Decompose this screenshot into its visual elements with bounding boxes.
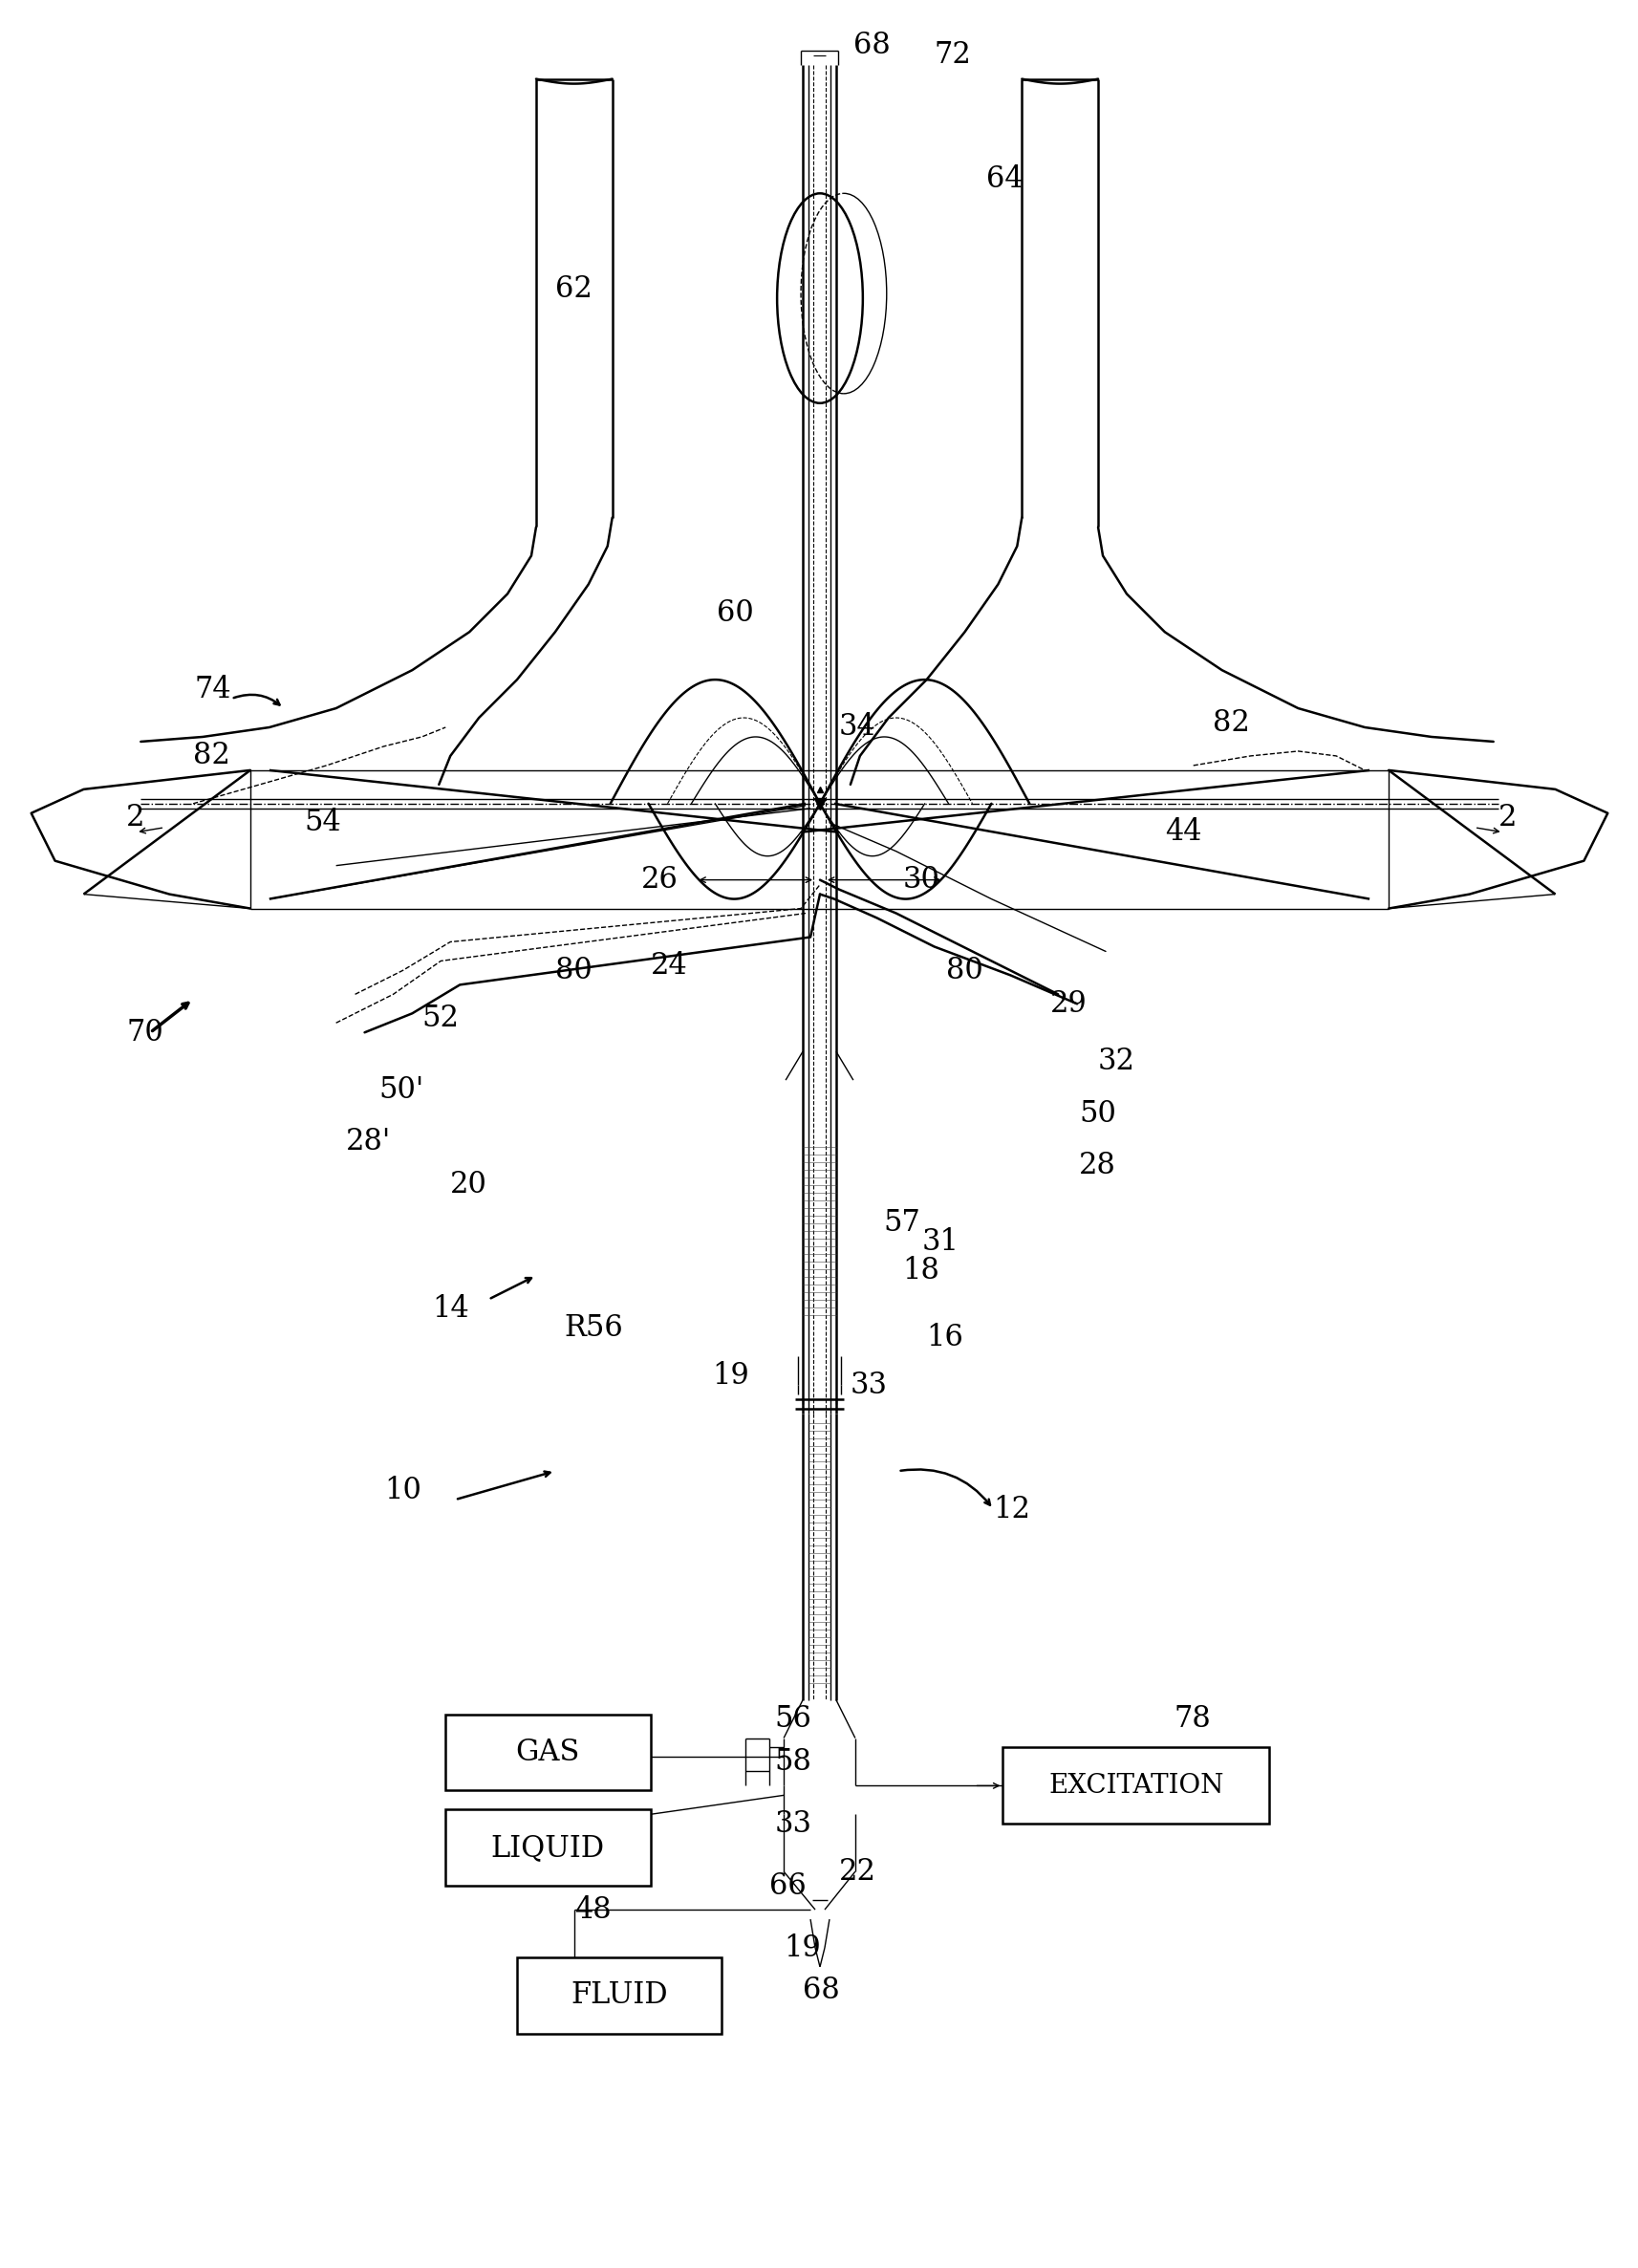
Text: 72: 72 [934, 41, 971, 70]
Text: 70: 70 [126, 1018, 164, 1048]
Text: 12: 12 [993, 1495, 1030, 1524]
Text: 78: 78 [1173, 1703, 1210, 1733]
Text: 62: 62 [555, 274, 591, 304]
Text: 64: 64 [986, 163, 1024, 193]
Text: 58: 58 [773, 1746, 811, 1776]
Text: 54: 54 [303, 807, 341, 837]
Text: 80: 80 [945, 955, 983, 984]
Text: 16: 16 [925, 1322, 963, 1352]
Text: 50: 50 [1078, 1098, 1115, 1127]
Text: 14: 14 [432, 1295, 468, 1325]
Text: 56: 56 [773, 1703, 811, 1733]
Text: 68: 68 [803, 1975, 839, 2005]
Text: 28': 28' [346, 1127, 390, 1157]
Text: 82: 82 [1212, 708, 1248, 737]
Text: EXCITATION: EXCITATION [1048, 1774, 1224, 1799]
Text: 48: 48 [573, 1894, 611, 1926]
FancyBboxPatch shape [446, 1715, 650, 1789]
Text: 28: 28 [1078, 1152, 1115, 1182]
Text: 68: 68 [853, 32, 889, 61]
Text: GAS: GAS [516, 1737, 580, 1767]
Text: R56: R56 [565, 1313, 624, 1343]
Text: 80: 80 [555, 955, 591, 984]
Text: 33: 33 [773, 1810, 811, 1839]
Text: 82: 82 [193, 742, 231, 771]
Text: 57: 57 [883, 1209, 921, 1238]
Text: 2: 2 [1497, 803, 1515, 832]
FancyBboxPatch shape [1002, 1749, 1269, 1823]
Text: 10: 10 [385, 1474, 421, 1506]
Text: 20: 20 [450, 1170, 486, 1200]
Text: 74: 74 [195, 674, 231, 703]
Text: 33: 33 [850, 1370, 888, 1399]
Text: 52: 52 [421, 1002, 459, 1032]
Text: 32: 32 [1097, 1046, 1135, 1075]
Text: 24: 24 [650, 950, 686, 980]
Text: 19: 19 [783, 1932, 821, 1962]
Text: 31: 31 [921, 1227, 958, 1256]
Text: 60: 60 [717, 599, 753, 628]
Text: 22: 22 [839, 1857, 876, 1887]
Text: 50': 50' [378, 1075, 424, 1105]
Text: 44: 44 [1165, 816, 1201, 846]
Text: 19: 19 [713, 1361, 749, 1390]
FancyBboxPatch shape [516, 1957, 721, 2034]
Text: 34: 34 [839, 712, 876, 742]
Text: LIQUID: LIQUID [491, 1833, 604, 1862]
Text: 66: 66 [768, 1871, 806, 1901]
FancyBboxPatch shape [446, 1810, 650, 1887]
Text: 26: 26 [640, 864, 678, 894]
Text: 29: 29 [1050, 989, 1088, 1018]
Text: 18: 18 [903, 1256, 940, 1286]
Text: FLUID: FLUID [570, 1980, 668, 2009]
Text: 30: 30 [903, 864, 940, 894]
Text: 2: 2 [126, 803, 146, 832]
